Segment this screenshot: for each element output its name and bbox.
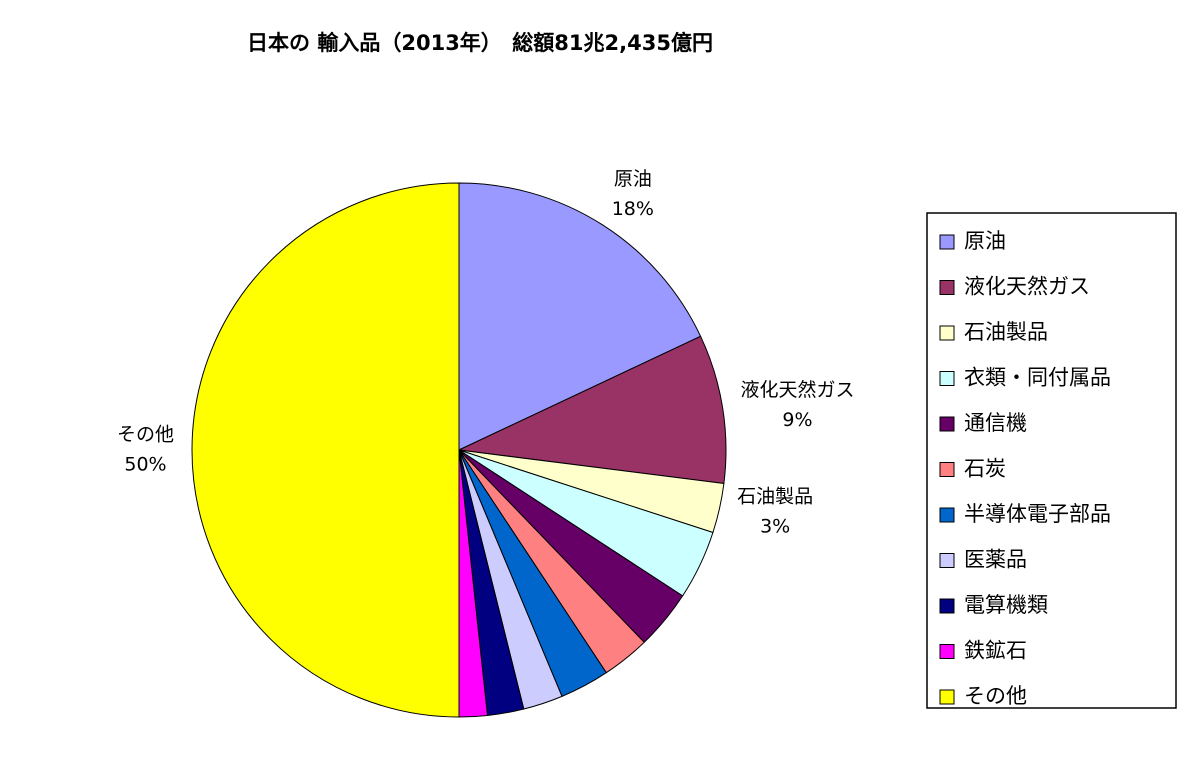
legend-swatch [939,462,955,477]
legend-swatch [939,689,955,705]
pie-slice [191,182,460,718]
legend-swatch [939,416,955,432]
legend-label: 半導体電子部品 [964,502,1111,526]
legend-label: 電算機類 [964,593,1048,617]
data-label-value: 18% [612,198,654,220]
data-label-name: 石油製品 [737,486,813,508]
legend-label: 鉄鉱石 [964,639,1027,663]
legend-swatch [939,553,955,568]
data-label-value: 9% [782,409,812,431]
legend-swatch [939,644,955,659]
legend-swatch [939,280,955,295]
data-label-value: 50% [124,454,166,476]
legend-label: 石炭 [964,457,1006,481]
data-label-name: その他 [117,424,174,446]
legend-swatch [939,325,955,341]
legend-label: 液化天然ガス [964,275,1090,299]
pie-slice [457,335,727,485]
legend-box [926,212,1177,709]
legend-swatch [939,598,955,614]
legend-swatch [939,507,955,523]
pie-slice [458,182,702,451]
legend-label: 通信機 [964,411,1027,435]
data-label-name: 原油 [614,168,652,190]
legend-swatch [939,371,955,386]
legend-label: 医薬品 [964,548,1027,572]
legend-swatch [939,234,955,250]
legend-label: 原油 [964,229,1006,253]
data-label-value: 3% [760,516,790,538]
legend-label: その他 [964,684,1027,708]
chart-title: 日本の 輸入品（2013年） 総額81兆2,435億円 [247,31,713,55]
legend-label: 石油製品 [964,320,1048,344]
legend-label: 衣類・同付属品 [964,366,1111,390]
data-label-name: 液化天然ガス [740,379,854,401]
